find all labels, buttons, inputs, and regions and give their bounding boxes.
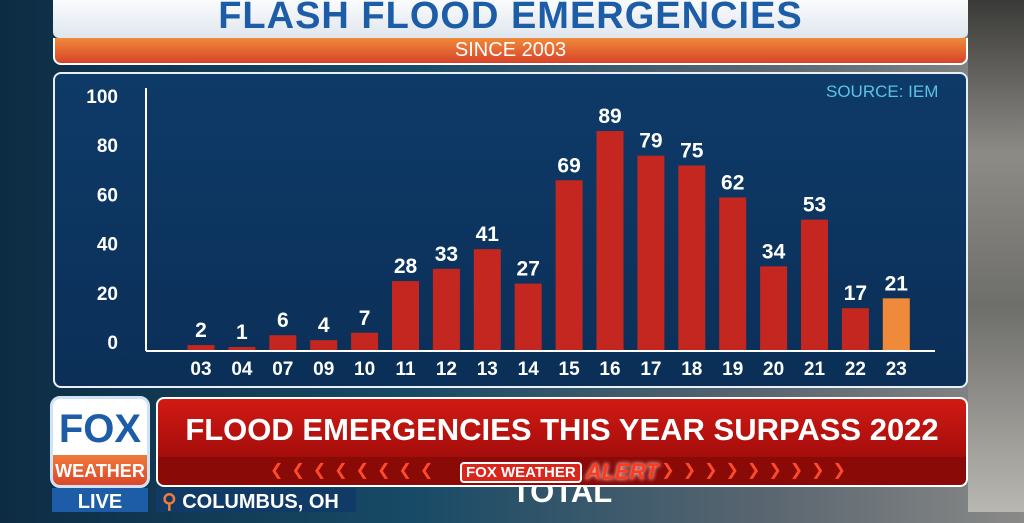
x-tick-label: 15 bbox=[559, 359, 581, 380]
x-tick-label: 14 bbox=[518, 359, 540, 380]
bar-23 bbox=[882, 298, 910, 350]
x-tick-label: 16 bbox=[599, 359, 620, 380]
y-tick-label: 60 bbox=[97, 185, 118, 206]
chevrons-right: ❯❯❯❯❯❯❯❯❯ bbox=[661, 462, 854, 479]
data-label-03: 2 bbox=[195, 319, 207, 342]
y-tick-label: 40 bbox=[97, 235, 118, 256]
bar-12 bbox=[432, 268, 460, 350]
location-label: ⚲ COLUMBUS, OH bbox=[156, 488, 356, 513]
headline: FLOOD EMERGENCIES THIS YEAR SURPASS 2022… bbox=[156, 397, 968, 509]
bar-09 bbox=[310, 340, 338, 350]
data-label-17: 79 bbox=[639, 130, 662, 153]
data-label-19: 62 bbox=[721, 171, 744, 194]
data-label-21: 53 bbox=[803, 194, 826, 217]
data-label-14: 27 bbox=[517, 258, 540, 281]
y-tick-label: 100 bbox=[86, 87, 118, 108]
data-label-16: 89 bbox=[598, 105, 621, 128]
x-tick-label: 12 bbox=[436, 359, 457, 380]
logo-weather: WEATHER bbox=[53, 455, 147, 485]
x-tick-label: 22 bbox=[845, 359, 866, 380]
fox-weather-logo: FOX WEATHER bbox=[50, 396, 150, 488]
bar-10 bbox=[351, 332, 379, 350]
data-label-20: 34 bbox=[762, 240, 786, 263]
bar-15 bbox=[555, 180, 583, 350]
data-label-15: 69 bbox=[557, 154, 580, 177]
logo-fox: FOX bbox=[58, 407, 142, 451]
bar-22 bbox=[841, 308, 869, 350]
chevrons-left: ❮❮❮❮❮❮❮❮ bbox=[270, 462, 442, 479]
x-tick-label: 09 bbox=[313, 359, 334, 380]
x-tick-label: 07 bbox=[272, 359, 293, 380]
bar-11 bbox=[392, 281, 419, 350]
data-label-10: 7 bbox=[359, 307, 371, 330]
x-tick-label: 10 bbox=[354, 359, 375, 380]
bar-20 bbox=[760, 266, 788, 350]
bar-04 bbox=[228, 347, 256, 350]
data-label-11: 28 bbox=[394, 255, 418, 278]
location-text: COLUMBUS, OH bbox=[182, 491, 339, 513]
bar-14 bbox=[514, 283, 542, 350]
data-label-22: 17 bbox=[844, 282, 867, 305]
bar-17 bbox=[637, 155, 665, 350]
bar-21 bbox=[801, 219, 828, 350]
x-tick-label: 17 bbox=[640, 359, 661, 380]
y-tick-label: 80 bbox=[97, 136, 118, 157]
x-tick-label: 13 bbox=[477, 359, 498, 380]
bar-07 bbox=[269, 335, 297, 350]
data-label-12: 33 bbox=[435, 243, 458, 266]
bar-18 bbox=[678, 165, 706, 350]
live-badge: LIVE bbox=[52, 488, 148, 513]
x-tick-label: 19 bbox=[722, 359, 743, 380]
x-tick-label: 11 bbox=[395, 359, 416, 380]
alert-word: ALERT bbox=[585, 459, 659, 484]
data-label-13: 41 bbox=[476, 223, 500, 246]
bar-chart: 0 20 40 60 80 100 2 03 1 04 6 07 4 09 7 10 28 11 33 12 41 13 2… bbox=[86, 87, 910, 380]
background-video bbox=[968, 0, 1024, 512]
bar-19 bbox=[719, 197, 747, 350]
x-tick-label: 03 bbox=[190, 359, 211, 380]
data-label-23: 21 bbox=[885, 272, 909, 295]
chart-subtitle: SINCE 2003 bbox=[53, 38, 968, 65]
y-tick-label: 20 bbox=[97, 284, 118, 305]
bar-13 bbox=[473, 249, 501, 350]
source-label: SOURCE: IEM bbox=[826, 82, 939, 101]
chart-title: FLASH FLOOD EMERGENCIES bbox=[53, 0, 968, 38]
bar-16 bbox=[596, 131, 624, 350]
x-tick-label: 04 bbox=[231, 359, 253, 380]
x-tick-label: 23 bbox=[886, 359, 907, 380]
bar-03 bbox=[187, 345, 215, 350]
data-label-18: 75 bbox=[680, 140, 704, 163]
alert-badge: FOX WEATHER ALERT bbox=[460, 459, 659, 484]
data-label-04: 1 bbox=[236, 321, 248, 344]
x-tick-label: 18 bbox=[681, 359, 702, 380]
x-tick-label: 21 bbox=[804, 359, 826, 380]
y-tick-label: 0 bbox=[107, 333, 118, 354]
data-label-07: 6 bbox=[277, 309, 289, 332]
location-pin-icon: ⚲ bbox=[162, 491, 177, 513]
x-tick-label: 20 bbox=[763, 359, 784, 380]
alert-brand: FOX WEATHER bbox=[460, 461, 582, 483]
data-label-09: 4 bbox=[318, 314, 330, 337]
